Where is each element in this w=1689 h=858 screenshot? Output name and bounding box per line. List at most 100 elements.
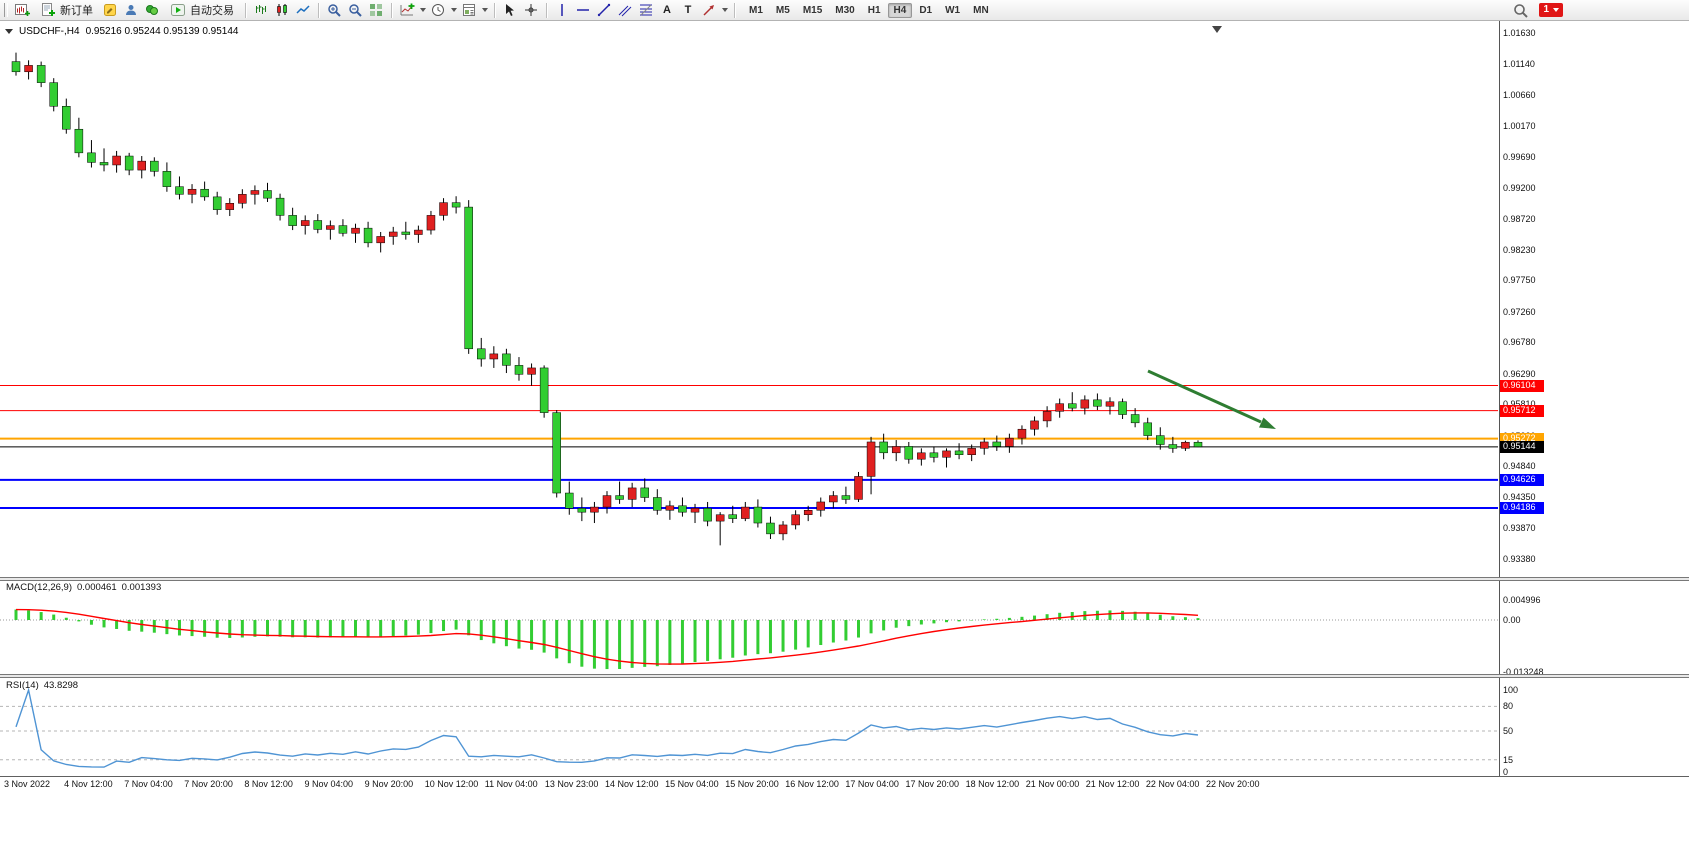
toolbar-right-group: 1 — [1511, 2, 1563, 19]
arrows-dropdown-caret[interactable] — [722, 8, 728, 12]
templates-dropdown-caret[interactable] — [482, 8, 488, 12]
price-line-tag: 0.96104 — [1500, 379, 1544, 392]
notifications-badge[interactable]: 1 — [1539, 3, 1563, 17]
timeframe-M15[interactable]: M15 — [802, 4, 823, 16]
timeframe-MN[interactable]: MN — [973, 4, 989, 16]
candle-body — [791, 514, 800, 526]
price-axis-label: 1.01630 — [1503, 27, 1536, 38]
timeframe-H1[interactable]: H1 — [867, 4, 881, 16]
pane-resize-handle[interactable] — [0, 674, 1689, 678]
crosshair-icon[interactable] — [522, 2, 540, 19]
candle-body — [514, 365, 524, 375]
candle-body — [992, 441, 1002, 447]
fibonacci-icon[interactable] — [637, 2, 655, 19]
candle-body — [87, 152, 96, 163]
candle-body — [879, 441, 888, 454]
periods-dropdown-caret[interactable] — [451, 8, 457, 12]
toolbar-grip[interactable] — [4, 3, 8, 17]
candle-body — [1068, 403, 1077, 409]
time-axis-label: 22 Nov 20:00 — [1206, 779, 1260, 789]
new-order-button[interactable]: 新订单 — [34, 1, 98, 19]
time-axis-label: 21 Nov 00:00 — [1025, 779, 1080, 789]
candle-body — [62, 105, 71, 130]
candle-body — [162, 171, 172, 187]
templates-icon[interactable] — [460, 2, 478, 19]
price-axis-label: 1.00660 — [1503, 89, 1536, 100]
time-axis-label: 15 Nov 20:00 — [725, 779, 779, 789]
text-label-icon[interactable]: T — [684, 4, 692, 16]
metaeditor-icon[interactable] — [101, 2, 119, 19]
candle-body — [1055, 403, 1064, 412]
time-axis-label: 9 Nov 20:00 — [364, 779, 414, 789]
rsi-name: RSI(14) — [6, 680, 39, 691]
toolbar-separator — [318, 2, 319, 18]
market-watch-icon[interactable] — [143, 2, 161, 19]
bar-chart-icon[interactable] — [252, 2, 270, 19]
chart-symbol-period: USDCHF-,H4 — [19, 26, 80, 37]
candle-body — [502, 353, 511, 366]
indicators-icon[interactable] — [398, 2, 416, 19]
price-axis-label: 0.96780 — [1503, 337, 1536, 348]
time-axis-label: 10 Nov 12:00 — [424, 779, 479, 789]
trendline-icon[interactable] — [595, 2, 613, 19]
candle-body — [1181, 441, 1190, 449]
candle-body — [313, 220, 323, 230]
arrows-icon[interactable] — [700, 2, 718, 19]
candle-body — [866, 441, 876, 477]
new-order-icon — [39, 2, 57, 19]
candle-body — [1017, 428, 1027, 439]
time-axis-label: 7 Nov 20:00 — [184, 779, 233, 789]
candle-body — [640, 487, 649, 498]
candle-body — [1130, 414, 1140, 424]
price-axis-label: 0.93380 — [1503, 554, 1536, 565]
price-axis-label: 0.94840 — [1503, 461, 1536, 472]
chart-shift-marker[interactable] — [1212, 26, 1222, 33]
candle-body — [1030, 420, 1039, 430]
zoom-in-icon[interactable] — [325, 2, 343, 19]
notifications-caret — [1553, 8, 1559, 12]
candlestick-chart-icon[interactable] — [273, 2, 291, 19]
horizontal-line-icon[interactable] — [574, 2, 592, 19]
timeframe-W1[interactable]: W1 — [945, 4, 961, 16]
price-axis-label: 0.99690 — [1503, 151, 1536, 162]
candle-body — [439, 202, 448, 216]
main-toolbar: 新订单 自动交易 — [0, 0, 1689, 21]
chart-ohlc-values: 0.95216 0.95244 0.95139 0.95144 — [85, 26, 239, 37]
indicators-dropdown-caret[interactable] — [420, 8, 426, 12]
price-axis-label: 0.97260 — [1503, 306, 1536, 317]
text-icon[interactable]: A — [663, 4, 671, 16]
trend-arrow[interactable] — [1147, 369, 1262, 424]
pane-resize-handle[interactable] — [0, 577, 1689, 581]
candle-body — [212, 196, 222, 210]
timeframe-M5[interactable]: M5 — [775, 4, 790, 16]
timeframe-D1[interactable]: D1 — [919, 4, 933, 16]
timeframe-M30[interactable]: M30 — [835, 4, 855, 16]
line-chart-icon[interactable] — [294, 2, 312, 19]
cursor-icon[interactable] — [501, 2, 519, 19]
search-icon[interactable] — [1511, 2, 1529, 19]
candle-body — [841, 495, 851, 500]
vertical-line-icon[interactable] — [553, 2, 571, 19]
candle-body — [917, 452, 926, 460]
toolbar-separator — [546, 2, 547, 18]
timeframe-H4[interactable]: H4 — [887, 2, 913, 18]
tile-windows-icon[interactable] — [367, 2, 385, 19]
candle-body — [363, 227, 373, 244]
autotrading-button[interactable]: 自动交易 — [164, 1, 239, 19]
candle-body — [187, 188, 197, 195]
candle-body — [577, 508, 587, 513]
channel-icon[interactable] — [616, 2, 634, 19]
profiles-icon[interactable] — [122, 2, 140, 19]
periods-clock-icon[interactable] — [429, 2, 447, 19]
zoom-out-icon[interactable] — [346, 2, 364, 19]
new-chart-icon[interactable] — [13, 2, 31, 19]
candle-body — [200, 188, 209, 198]
autotrading-label: 自动交易 — [190, 5, 234, 17]
price-axis-label: 0.98720 — [1503, 213, 1536, 224]
toolbar-separator — [245, 2, 246, 18]
rsi-axis-label: 50 — [1503, 726, 1514, 736]
one-click-trading-toggle[interactable] — [5, 29, 13, 34]
timeframe-M1[interactable]: M1 — [749, 4, 763, 16]
